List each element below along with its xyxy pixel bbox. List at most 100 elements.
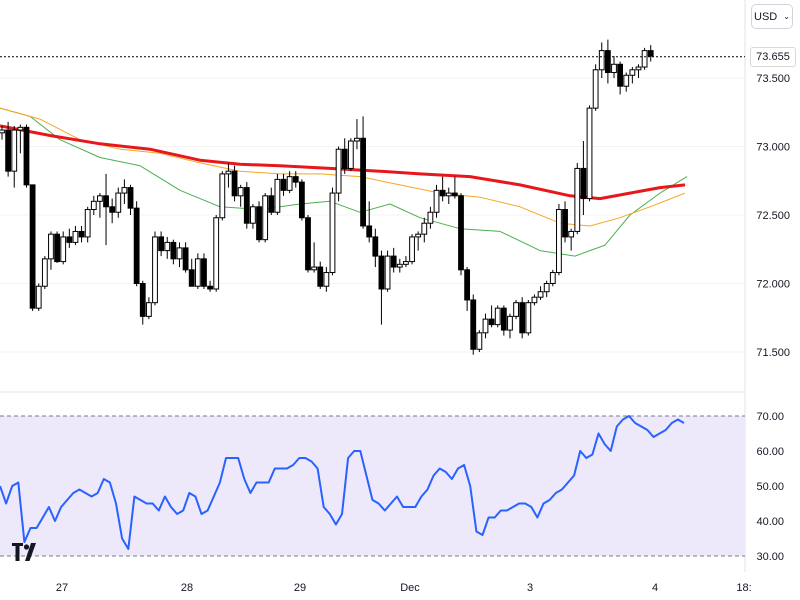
candle — [366, 201, 373, 243]
candle-body — [35, 285, 42, 309]
candle-body — [317, 266, 324, 287]
candle — [507, 313, 513, 339]
time-tick-label: 29 — [294, 582, 306, 594]
candle-body — [23, 126, 30, 186]
time-tick-label: 18: — [736, 582, 751, 594]
ma-green-line — [0, 107, 688, 257]
candle — [586, 105, 593, 202]
candle — [451, 176, 458, 199]
candle-body — [139, 283, 146, 317]
candle — [225, 162, 232, 188]
candle-body — [115, 192, 122, 213]
candle — [329, 187, 336, 276]
candle-body — [103, 195, 109, 208]
candle — [250, 204, 256, 229]
time-tick-label: 28 — [181, 582, 193, 594]
candle-body — [647, 50, 654, 57]
candle — [219, 171, 226, 221]
candle — [231, 165, 238, 202]
candle-body — [372, 236, 379, 257]
candle — [415, 231, 422, 251]
candle-body — [41, 258, 48, 287]
price-tick-label: 73.000 — [756, 142, 790, 154]
candle-body — [641, 50, 648, 68]
candle-body — [537, 291, 544, 298]
candle-body — [194, 258, 201, 287]
candle — [592, 64, 599, 111]
candle — [482, 313, 489, 339]
candle — [549, 269, 556, 287]
candle-body — [519, 302, 526, 334]
candle — [433, 184, 440, 218]
candle-body — [433, 189, 440, 213]
candle — [164, 236, 171, 259]
candle-body — [335, 148, 342, 194]
candle — [323, 267, 330, 292]
candle-body — [29, 184, 36, 309]
candle — [35, 283, 42, 311]
candle-body — [78, 230, 85, 238]
candle — [335, 146, 342, 202]
candle — [298, 179, 305, 221]
candle-body — [568, 230, 575, 238]
candle — [641, 47, 648, 70]
candle-body — [494, 307, 501, 326]
candle — [537, 286, 544, 300]
candle — [207, 280, 213, 292]
candle — [464, 267, 471, 311]
candle — [115, 187, 122, 218]
candle-body — [635, 66, 642, 71]
time-tick-label: 27 — [56, 582, 68, 594]
candle — [476, 330, 483, 352]
candle-body — [292, 176, 299, 183]
candle — [372, 228, 379, 268]
candle-body — [188, 269, 195, 287]
candle-body — [562, 209, 568, 238]
candle — [409, 234, 415, 265]
time-tick-label: 4 — [652, 582, 658, 594]
candle-body — [341, 148, 348, 169]
candle-body — [488, 318, 495, 326]
candle-body — [470, 299, 477, 350]
candle-body — [513, 302, 519, 317]
price-tick-label: 72.000 — [756, 279, 790, 291]
candle — [647, 45, 654, 62]
candle — [519, 297, 526, 339]
rsi-tick-label: 30.00 — [756, 551, 784, 563]
candle — [305, 215, 311, 273]
candle-body — [556, 209, 562, 274]
candle-body — [611, 63, 617, 74]
candle-body — [127, 187, 134, 209]
candle-body — [256, 206, 262, 241]
candle — [611, 56, 617, 78]
rsi-panel — [0, 415, 745, 557]
candle — [11, 125, 18, 188]
candle-body — [201, 258, 207, 287]
candle — [427, 206, 434, 229]
candle — [158, 231, 165, 257]
rsi-axis-labels: 70.00 60.00 50.00 40.00 30.00 — [756, 411, 784, 563]
candle — [445, 187, 452, 205]
candle-body — [439, 189, 446, 197]
currency-selector[interactable]: USD ⌄ — [751, 4, 793, 29]
candle-body — [623, 74, 630, 87]
candle — [500, 305, 507, 336]
candle-body — [629, 69, 636, 76]
candle — [384, 250, 391, 292]
candle-body — [580, 167, 587, 200]
rsi-line — [0, 415, 685, 550]
rsi-tick-label: 60.00 — [756, 446, 784, 458]
candle — [403, 256, 409, 268]
candle-body — [225, 170, 232, 175]
candle — [513, 299, 519, 320]
candle — [470, 294, 477, 355]
candle — [598, 42, 605, 78]
candle — [360, 116, 366, 229]
candle-body — [378, 255, 385, 290]
candle-body — [427, 211, 434, 224]
candle-body — [586, 107, 593, 200]
candle — [494, 305, 501, 328]
candle-body — [237, 187, 244, 197]
rsi-tick-label: 40.00 — [756, 516, 784, 528]
